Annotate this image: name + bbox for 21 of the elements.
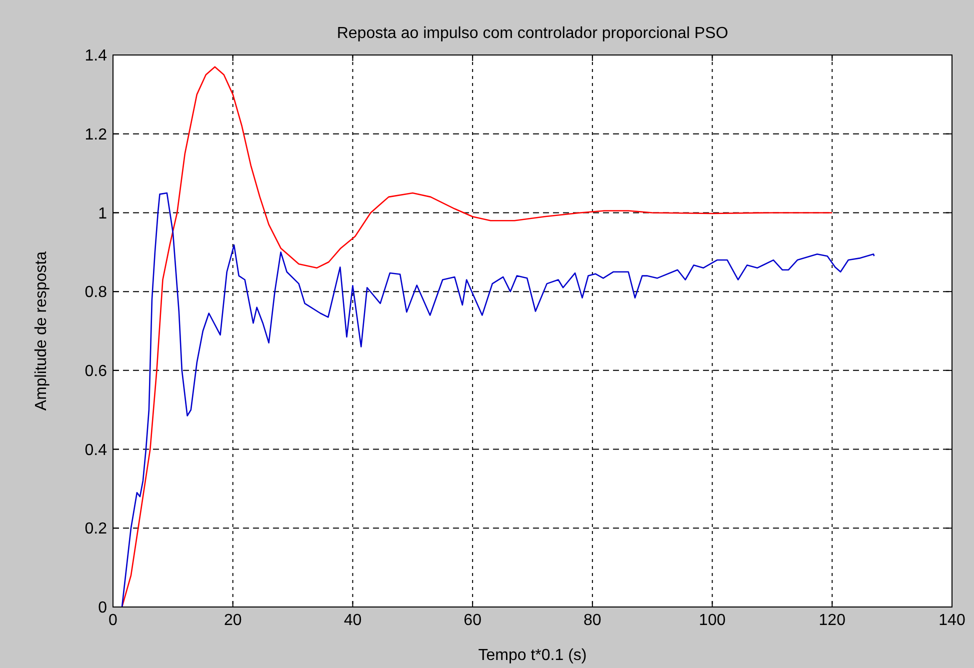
y-tick-label: 0.2 <box>84 520 108 538</box>
line-series <box>121 192 875 608</box>
x-tick-label: 120 <box>818 612 846 629</box>
y-tick-label: 1 <box>98 205 108 222</box>
x-tick-label: 80 <box>584 612 602 629</box>
line-series <box>121 66 833 608</box>
y-tick-label: 0.4 <box>84 442 108 459</box>
x-tick-label: 60 <box>464 612 482 629</box>
y-tick-label: 0 <box>98 600 108 617</box>
x-axis-title: Tempo t*0.1 (s) <box>478 647 587 664</box>
y-tick-label: 0.8 <box>84 284 108 302</box>
x-tick-label: 140 <box>938 612 966 629</box>
y-tick-label: 1.2 <box>84 126 108 144</box>
y-axis-title: Amplitude de resposta <box>33 251 50 411</box>
x-tick-label: 20 <box>224 612 242 629</box>
x-tick-label: 100 <box>698 612 726 629</box>
x-tick-label: 40 <box>344 612 362 629</box>
chart-title: Reposta ao impulso com controlador proporcional PSO <box>336 25 728 42</box>
y-tick-label: 1.4 <box>84 48 108 65</box>
x-tick-label: 0 <box>108 612 118 629</box>
y-tick-label: 0.6 <box>84 363 108 380</box>
